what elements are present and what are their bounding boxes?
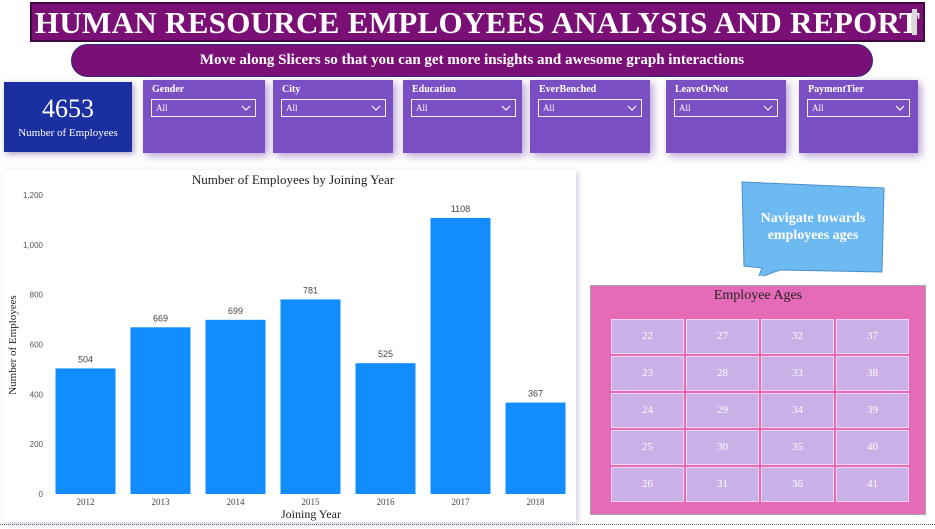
slicer-value: All: [286, 103, 298, 113]
slicer-value: All: [812, 103, 824, 113]
chart-title: Number of Employees by Joining Year: [192, 172, 395, 187]
joining-year-chart: Number of Employees by Joining Year Join…: [3, 170, 576, 522]
slicer-everbenched: EverBenched All: [530, 80, 650, 153]
y-tick-label: 1,200: [23, 191, 44, 200]
age-item[interactable]: 40: [836, 430, 909, 465]
kpi-card-employees: 4653 Number of Employees: [4, 82, 132, 152]
age-item[interactable]: 24: [611, 393, 684, 428]
age-item[interactable]: 39: [836, 393, 909, 428]
slicer-education: Education All: [403, 80, 522, 153]
dashboard-title: HUMAN RESOURCE EMPLOYEES ANALYSIS AND RE…: [30, 2, 925, 42]
x-tick-label: 2016: [377, 497, 396, 507]
chart-x-axis-label: Joining Year: [281, 507, 341, 521]
dashboard-title-text: HUMAN RESOURCE EMPLOYEES ANALYSIS AND RE…: [34, 5, 921, 40]
slicer-label: LeaveOrNot: [675, 84, 729, 95]
bar-2012[interactable]: [55, 368, 116, 494]
y-tick-label: 1,000: [23, 241, 44, 250]
y-tick-label: 400: [30, 390, 44, 399]
bar-2014[interactable]: [205, 319, 266, 494]
slicer-value: All: [156, 103, 168, 113]
slicer-value: All: [416, 103, 428, 113]
slicer-city: City All: [273, 80, 393, 153]
bar-2013[interactable]: [130, 327, 191, 494]
age-item[interactable]: 29: [686, 393, 759, 428]
slicer-dropdown-city[interactable]: All: [281, 99, 386, 117]
x-tick-label: 2018: [527, 497, 546, 507]
bar-2017[interactable]: [430, 217, 491, 494]
chevron-down-icon: [501, 105, 511, 111]
slicer-gender: Gender All: [143, 80, 265, 153]
y-tick-label: 600: [30, 341, 44, 350]
slicer-value: All: [679, 103, 691, 113]
x-tick-label: 2012: [77, 497, 95, 507]
slicer-dropdown-gender[interactable]: All: [151, 99, 256, 117]
age-item[interactable]: 22: [611, 319, 684, 354]
y-tick-label: 200: [30, 440, 44, 449]
chevron-down-icon: [371, 105, 381, 111]
age-item[interactable]: 28: [686, 356, 759, 391]
title-accent-mark: [912, 9, 917, 35]
data-label: 781: [303, 285, 318, 295]
age-item[interactable]: 36: [761, 467, 834, 502]
slicer-label: PaymentTier: [808, 84, 864, 95]
chevron-down-icon: [763, 105, 773, 111]
chevron-down-icon: [241, 105, 251, 111]
page-bottom-border: [0, 524, 935, 525]
employee-ages-panel: Employee Ages 22 27 32 37 23 28 33 38 24…: [590, 285, 926, 515]
age-item[interactable]: 35: [761, 430, 834, 465]
x-tick-label: 2015: [302, 497, 321, 507]
callout-shape: [741, 181, 885, 276]
x-tick-label: 2014: [227, 497, 246, 507]
x-tick-label: 2017: [452, 497, 471, 507]
slicer-leaveornot: LeaveOrNot All: [666, 80, 786, 153]
slicer-label: EverBenched: [539, 84, 597, 95]
x-tick-label: 2013: [152, 497, 171, 507]
y-tick-label: 0: [39, 490, 44, 499]
age-grid: 22 27 32 37 23 28 33 38 24 29 34 39 25 3…: [611, 319, 909, 502]
data-label: 504: [78, 354, 93, 364]
chevron-down-icon: [627, 105, 637, 111]
bar-chart-svg: Number of Employees by Joining Year Join…: [7, 172, 566, 521]
age-item[interactable]: 27: [686, 319, 759, 354]
age-item[interactable]: 33: [761, 356, 834, 391]
age-item[interactable]: 23: [611, 356, 684, 391]
age-item[interactable]: 32: [761, 319, 834, 354]
slicer-label: Gender: [152, 84, 185, 95]
y-tick-label: 800: [30, 291, 44, 300]
age-item[interactable]: 30: [686, 430, 759, 465]
age-item[interactable]: 38: [836, 356, 909, 391]
slicer-dropdown-education[interactable]: All: [411, 99, 516, 117]
data-label: 669: [153, 313, 168, 323]
bar-2015[interactable]: [280, 299, 341, 494]
slicer-label: City: [282, 84, 301, 95]
subtitle-text: Move along Slicers so that you can get m…: [199, 52, 745, 68]
kpi-value: 4653: [42, 94, 94, 123]
callout-text: Navigate towards employees ages: [760, 211, 866, 243]
age-item[interactable]: 37: [836, 319, 909, 354]
slicer-value: All: [543, 103, 555, 113]
age-item[interactable]: 25: [611, 430, 684, 465]
slicer-label: Education: [412, 84, 456, 95]
kpi-label: Number of Employees: [18, 127, 118, 139]
data-label: 367: [528, 389, 543, 399]
chart-y-axis-label: Number of Employees: [7, 295, 19, 395]
data-label: 525: [378, 349, 393, 359]
slicer-paymenttier: PaymentTier All: [799, 80, 918, 153]
age-item[interactable]: 34: [761, 393, 834, 428]
bar-2016[interactable]: [355, 363, 416, 494]
age-item[interactable]: 31: [686, 467, 759, 502]
data-label: 699: [228, 306, 243, 316]
chevron-down-icon: [895, 105, 905, 111]
bar-2018[interactable]: [505, 402, 566, 494]
age-item[interactable]: 26: [611, 467, 684, 502]
slicer-dropdown-everbenched[interactable]: All: [538, 99, 642, 117]
subtitle-banner: Move along Slicers so that you can get m…: [71, 44, 873, 77]
ages-title: Employee Ages: [713, 288, 803, 303]
data-label: 1108: [451, 204, 470, 214]
slicer-dropdown-leaveornot[interactable]: All: [674, 99, 778, 117]
slicer-dropdown-paymenttier[interactable]: All: [807, 99, 910, 117]
age-item[interactable]: 41: [836, 467, 909, 502]
